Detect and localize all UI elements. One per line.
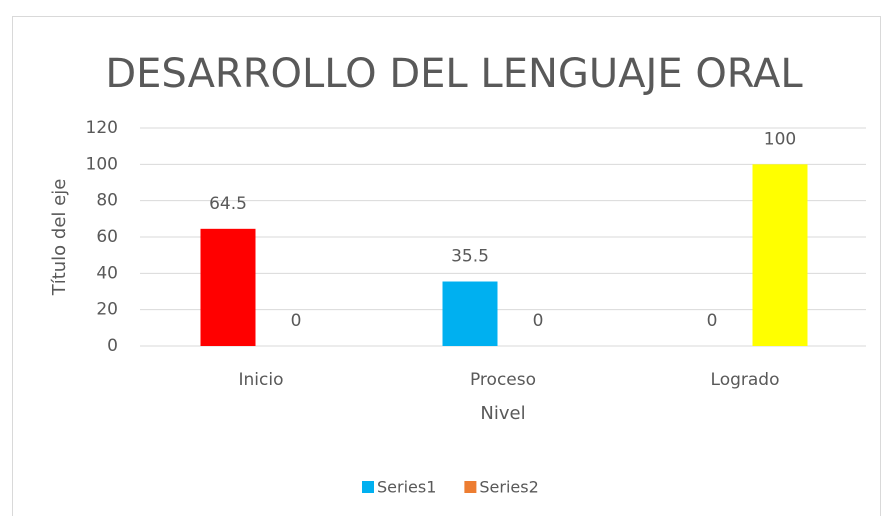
data-label: 0 (707, 311, 718, 331)
y-tick-label: 100 (86, 154, 118, 174)
y-tick-label: 0 (107, 336, 118, 356)
bar (200, 228, 256, 346)
x-axis-title: Nivel (480, 403, 525, 424)
legend-label: Series1 (377, 478, 436, 497)
bar (442, 281, 498, 346)
bar (752, 164, 808, 346)
x-tick-label: Inicio (239, 370, 284, 390)
legend-label: Series2 (479, 478, 538, 497)
data-label: 0 (291, 311, 302, 331)
chart-border (12, 16, 881, 516)
x-tick-label: Proceso (470, 370, 536, 390)
y-axis-title: Título del eje (49, 179, 70, 297)
y-tick-label: 60 (96, 227, 118, 247)
y-tick-label: 20 (96, 300, 118, 320)
data-label: 0 (533, 311, 544, 331)
data-label: 64.5 (209, 194, 247, 214)
data-label: 100 (764, 129, 796, 149)
y-tick-label: 80 (96, 191, 118, 211)
legend-swatch (464, 481, 477, 493)
y-tick-label: 40 (96, 263, 118, 283)
legend-swatch (362, 481, 374, 493)
data-label: 35.5 (451, 247, 489, 267)
x-tick-label: Logrado (711, 370, 780, 390)
chart-title: DESARROLLO DEL LENGUAJE ORAL (105, 51, 803, 97)
y-tick-label: 120 (86, 118, 118, 138)
